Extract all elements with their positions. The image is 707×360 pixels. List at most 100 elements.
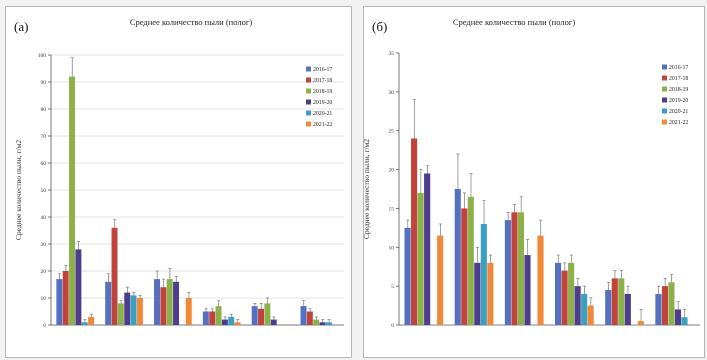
- bar: [417, 192, 424, 325]
- y-tick-label: 40: [41, 215, 47, 221]
- bar: [668, 282, 675, 325]
- y-axis-label: Среднее количество пыли, г/м2: [364, 139, 371, 239]
- y-tick-label: 20: [41, 269, 47, 275]
- bar: [270, 319, 277, 325]
- y-tick-label: 5: [391, 284, 394, 290]
- legend-swatch: [306, 77, 311, 83]
- legend-label: 2019-20: [669, 98, 688, 104]
- bar: [319, 322, 326, 325]
- bar: [124, 292, 131, 325]
- bar: [467, 196, 474, 325]
- legend-label: 2020-21: [313, 111, 332, 117]
- bar: [424, 173, 431, 325]
- legend-label: 2016-17: [313, 67, 332, 73]
- bar: [105, 281, 112, 325]
- bar: [661, 286, 668, 325]
- bar: [454, 189, 461, 325]
- y-tick-label: 80: [41, 107, 47, 113]
- bar: [437, 235, 444, 325]
- bar: [511, 212, 518, 325]
- bar: [258, 308, 265, 325]
- bar: [221, 319, 228, 325]
- bar: [81, 322, 88, 325]
- bar: [681, 317, 688, 325]
- y-tick-label: 20: [389, 168, 395, 174]
- y-tick-label: 30: [41, 242, 47, 248]
- legend-swatch: [662, 75, 667, 81]
- bar: [461, 208, 468, 325]
- y-tick-label: 70: [41, 134, 47, 140]
- bar: [173, 281, 180, 325]
- bar: [111, 227, 118, 325]
- bar: [154, 279, 160, 325]
- chart-panel-b: (б) Среднее количество пыли (полог) 0 5 10 15…: [363, 6, 705, 358]
- y-tick-label: 60: [41, 161, 47, 167]
- legend-label: 2017-18: [669, 76, 688, 82]
- bar: [517, 212, 525, 325]
- bar: [487, 262, 494, 325]
- legend-swatch: [662, 119, 667, 125]
- legend-label: 2017-18: [313, 78, 332, 84]
- legend-label: 2018-19: [669, 87, 688, 93]
- bar: [404, 227, 411, 325]
- bar: [474, 262, 481, 325]
- legend-swatch: [306, 121, 311, 127]
- bar: [215, 306, 222, 325]
- legend-swatch: [306, 66, 311, 72]
- chart-title: Среднее количество пыли (полог): [453, 17, 575, 27]
- bar: [62, 271, 69, 325]
- bar: [618, 278, 625, 325]
- bar: [264, 303, 271, 325]
- y-tick-label: 10: [41, 296, 47, 302]
- bar: [480, 223, 487, 325]
- bar: [555, 262, 562, 325]
- chart-a-svg: (а) Среднее количество пыли (полог) 0 10 20 3…: [14, 17, 344, 329]
- bar: [160, 287, 167, 325]
- y-tick-label: 90: [41, 80, 47, 86]
- y-tick-label: 10: [389, 245, 395, 251]
- bar: [202, 311, 209, 325]
- bar: [313, 319, 320, 325]
- bar: [75, 249, 82, 325]
- panel-label: (а): [14, 19, 28, 34]
- bar: [605, 290, 612, 325]
- y-tick-label: 0: [391, 323, 394, 329]
- legend-swatch: [662, 64, 667, 70]
- y-tick-label: 50: [41, 188, 47, 194]
- legend-label: 2016-17: [669, 65, 688, 71]
- bar: [136, 298, 143, 325]
- bar: [504, 220, 511, 325]
- bar: [185, 298, 192, 325]
- panel-label: (б): [372, 19, 387, 34]
- y-tick-label: 30: [389, 90, 395, 96]
- bar: [674, 309, 682, 325]
- legend-swatch: [306, 99, 311, 105]
- bar: [56, 279, 63, 325]
- bar: [166, 279, 173, 325]
- y-tick-label: 15: [389, 206, 395, 212]
- bar: [587, 305, 594, 325]
- y-tick-label: 0: [43, 323, 46, 329]
- bar: [88, 316, 95, 325]
- bar: [655, 293, 662, 325]
- bar: [524, 255, 531, 325]
- legend-label: 2020-21: [669, 109, 688, 115]
- chart-b-svg: (б) Среднее количество пыли (полог) 0 5 10 15…: [364, 17, 700, 329]
- bar: [117, 303, 124, 325]
- bar: [561, 270, 568, 325]
- legend-swatch: [306, 88, 311, 94]
- legend-swatch: [662, 97, 667, 103]
- bar: [234, 322, 241, 325]
- bar: [306, 311, 313, 325]
- legend-swatch: [306, 110, 311, 116]
- y-tick-label: 35: [389, 51, 395, 57]
- bar: [69, 76, 76, 325]
- bar: [574, 286, 581, 325]
- legend-label: 2021-22: [669, 120, 688, 126]
- bar: [568, 262, 575, 325]
- legend-label: 2019-20: [313, 100, 332, 106]
- y-tick-label: 25: [389, 129, 395, 135]
- legend-label: 2018-19: [313, 89, 332, 95]
- chart-title: Среднее количество пыли (полог): [130, 17, 252, 27]
- chart-panel-a: (а) Среднее количество пыли (полог) 0 10 20 3…: [5, 6, 352, 358]
